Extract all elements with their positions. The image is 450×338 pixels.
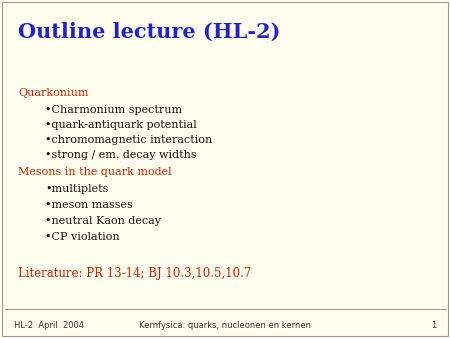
Text: •CP violation: •CP violation	[45, 232, 120, 242]
Text: Mesons in the quark model: Mesons in the quark model	[18, 167, 171, 177]
Text: •quark-antiquark potential: •quark-antiquark potential	[45, 120, 197, 130]
Text: •strong / em. decay widths: •strong / em. decay widths	[45, 150, 197, 161]
Text: •chromomagnetic interaction: •chromomagnetic interaction	[45, 135, 212, 145]
Text: •multiplets: •multiplets	[45, 184, 108, 194]
Text: 1: 1	[431, 320, 436, 330]
Text: •Charmonium spectrum: •Charmonium spectrum	[45, 105, 182, 115]
Text: HL-2  April  2004: HL-2 April 2004	[14, 320, 84, 330]
Text: Literature: PR 13-14; BJ 10.3,10.5,10.7: Literature: PR 13-14; BJ 10.3,10.5,10.7	[18, 267, 252, 280]
Text: Quarkonium: Quarkonium	[18, 88, 89, 98]
Text: •meson masses: •meson masses	[45, 200, 133, 210]
Text: •neutral Kaon decay: •neutral Kaon decay	[45, 216, 161, 226]
Text: Outline lecture (HL-2): Outline lecture (HL-2)	[18, 22, 280, 42]
Text: Kernfysica: quarks, nucleonen en kernen: Kernfysica: quarks, nucleonen en kernen	[139, 320, 311, 330]
